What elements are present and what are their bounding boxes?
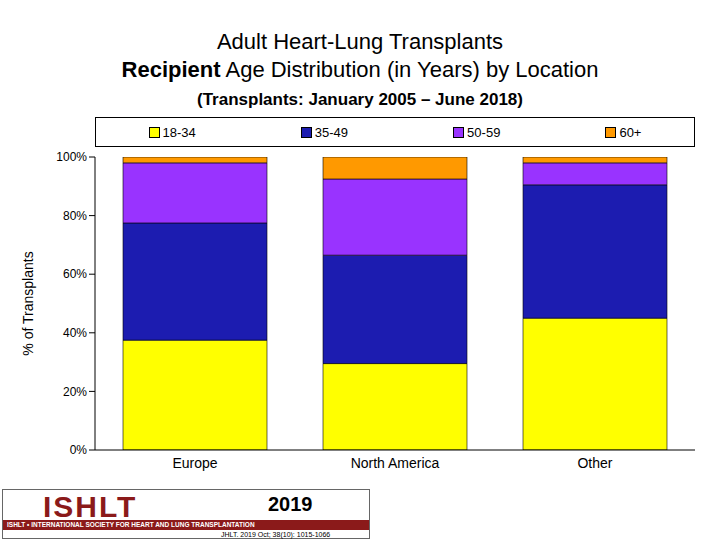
svg-text:Other: Other	[577, 455, 612, 471]
svg-text:% of Transplants: % of Transplants	[20, 251, 36, 355]
svg-text:60%: 60%	[63, 267, 87, 281]
html-text:Recipient Age Distribution (in: Recipient Age Distribution (in Years) by…	[121, 57, 599, 82]
svg-text:North America: North America	[351, 455, 440, 471]
svg-text:80%: 80%	[63, 209, 87, 223]
html-text:18-34: 18-34	[162, 124, 196, 140]
svg-text:Europe: Europe	[172, 455, 217, 471]
html-text:ISHLT • INTERNATIONAL SOCIETY: ISHLT • INTERNATIONAL SOCIETY FOR HEART …	[7, 521, 255, 528]
html-text:ISHLT: ISHLT	[43, 490, 138, 523]
svg-text:0%: 0%	[70, 443, 88, 457]
html-text:Adult Heart-Lung Transplants: Adult Heart-Lung Transplants	[216, 29, 504, 54]
svg-text:100%: 100%	[56, 150, 87, 164]
svg-text:20%: 20%	[63, 385, 87, 399]
html-text:50-59: 50-59	[467, 124, 501, 140]
html-text:60+: 60+	[619, 124, 642, 140]
html-text:(Transplants: January 2005 – J: (Transplants: January 2005 – June 2018)	[197, 90, 523, 109]
html-text:2019: 2019	[268, 493, 313, 515]
html-text:35-49: 35-49	[314, 124, 349, 140]
html-text:JHLT. 2019 Oct; 38(10): 1015-1: JHLT. 2019 Oct; 38(10): 1015-1066	[221, 531, 331, 538]
svg-text:40%: 40%	[63, 326, 87, 340]
